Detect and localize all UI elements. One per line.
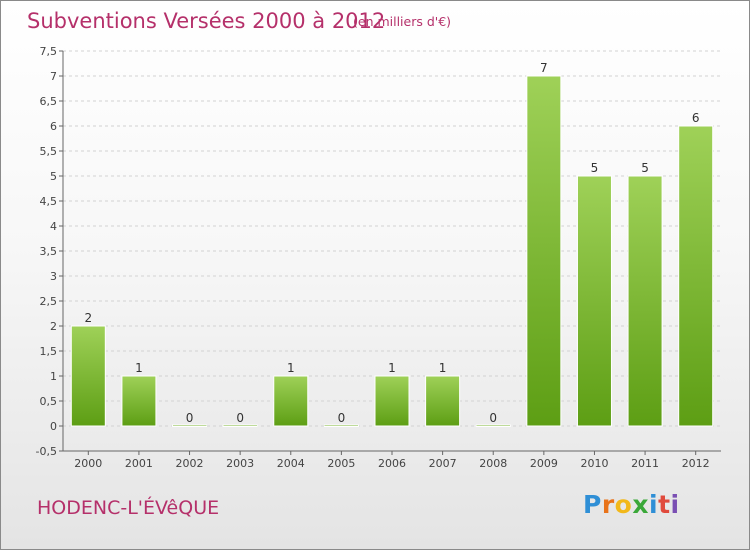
y-tick-label: 0 (50, 420, 57, 433)
bar (627, 175, 663, 427)
data-label: 0 (489, 411, 497, 425)
y-tick-label: 5,5 (40, 145, 58, 158)
y-tick-label: 6 (50, 120, 57, 133)
bar (678, 125, 714, 427)
chart-subtitle: (en milliers d'€) (353, 14, 452, 29)
data-label: 0 (236, 411, 244, 425)
data-label: 5 (591, 161, 599, 175)
bar (374, 375, 410, 427)
data-label: 1 (439, 361, 447, 375)
y-tick-label: 7 (50, 70, 57, 83)
logo-letter: i (649, 490, 659, 519)
x-tick-label: 2002 (176, 457, 204, 470)
x-tick-label: 2012 (682, 457, 710, 470)
y-tick-label: 2 (50, 320, 57, 333)
x-tick-label: 2009 (530, 457, 558, 470)
x-tick-label: 2005 (327, 457, 355, 470)
y-tick-label: 2,5 (40, 295, 58, 308)
data-label: 0 (338, 411, 346, 425)
y-tick-label: 0,5 (40, 395, 58, 408)
x-tick-label: 2008 (479, 457, 507, 470)
y-tick-label: 7,5 (40, 45, 58, 58)
bars (70, 75, 714, 427)
x-tick-label: 2011 (631, 457, 659, 470)
bar (526, 75, 562, 427)
x-tick-label: 2004 (277, 457, 305, 470)
x-tick-label: 2010 (580, 457, 608, 470)
bar (576, 175, 612, 427)
data-label: 1 (135, 361, 143, 375)
data-label: 6 (692, 111, 700, 125)
data-label: 0 (186, 411, 194, 425)
data-label: 5 (641, 161, 649, 175)
x-tick-label: 2006 (378, 457, 406, 470)
labels: -0,5 0 0,5 1 1,5 2 2,5 3 3,5 4 4,5 5 5,5 6 6,5 7 7,5 2 200… (36, 45, 710, 470)
bar (323, 424, 359, 427)
data-label: 1 (388, 361, 396, 375)
bar (425, 375, 461, 427)
y-tick-label: 3 (50, 270, 57, 283)
y-tick-label: 3,5 (40, 245, 58, 258)
logo-letter: x (632, 490, 649, 519)
bar (273, 375, 309, 427)
x-tick-label: 2001 (125, 457, 153, 470)
x-tick-label: 2003 (226, 457, 254, 470)
axes (59, 50, 721, 455)
data-label: 1 (287, 361, 295, 375)
x-tick-label: 2000 (74, 457, 102, 470)
bar (172, 424, 208, 427)
y-tick-label: 1,5 (40, 345, 58, 358)
chart-title: Subventions Versées 2000 à 2012 (27, 9, 386, 33)
x-tick-label: 2007 (429, 457, 457, 470)
bar (222, 424, 258, 427)
y-tick-label: 6,5 (40, 95, 58, 108)
data-label: 2 (84, 311, 92, 325)
bar (475, 424, 511, 427)
bar (121, 375, 157, 427)
logo-letter: t (658, 490, 671, 519)
municipality-name: HODENC-L'ÉVêQUE (37, 497, 220, 519)
y-tick-label: 4,5 (40, 195, 58, 208)
proxiti-logo: Proxiti (583, 490, 680, 519)
y-tick-label: 1 (50, 370, 57, 383)
logo-letter: r (601, 490, 615, 519)
y-tick-label: 4 (50, 220, 57, 233)
logo-letter: o (614, 490, 633, 519)
bar (70, 325, 106, 427)
logo-letter: P (583, 490, 602, 519)
data-label: 7 (540, 61, 548, 75)
y-tick-label: -0,5 (36, 445, 57, 458)
y-tick-label: 5 (50, 170, 57, 183)
logo-letter: i (670, 490, 680, 519)
